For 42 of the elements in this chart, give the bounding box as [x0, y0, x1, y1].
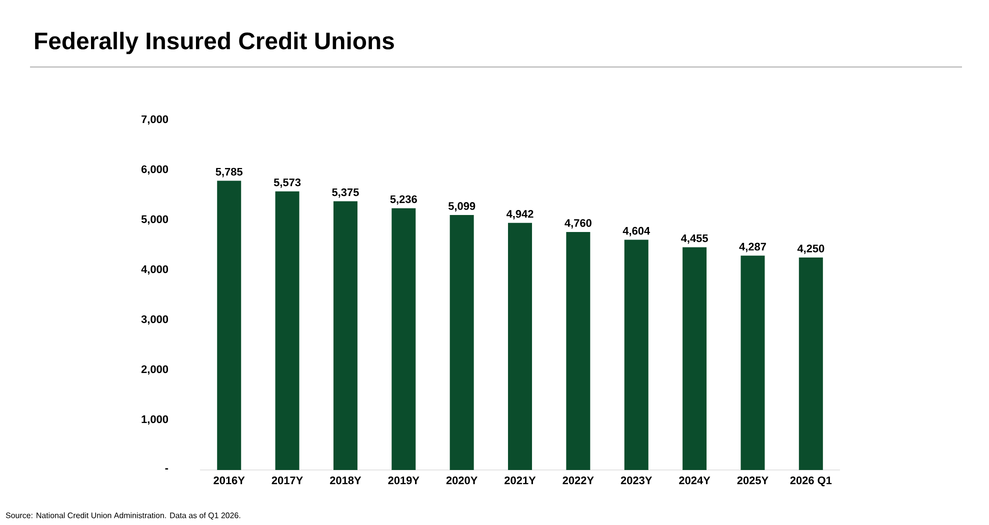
data-label: 4,942	[506, 210, 534, 220]
data-label: 4,760	[564, 219, 592, 228]
y-tick-label: 7,000	[142, 115, 168, 125]
x-tick-label: 2023Y	[620, 476, 652, 484]
x-tick-label: 2020Y	[446, 476, 478, 484]
x-tick-label: 2025Y	[737, 476, 768, 484]
y-tick-label: 3,000	[141, 315, 168, 325]
data-label: 5,236	[390, 195, 417, 205]
x-tick-label: 2019Y	[388, 476, 420, 484]
data-label: 5,573	[274, 178, 301, 188]
data-label: 4,287	[739, 242, 766, 252]
x-tick-label: 2024Y	[679, 476, 710, 484]
data-label: 5,099	[448, 202, 476, 212]
y-tick-label: 5,000	[141, 215, 168, 225]
bar	[450, 215, 474, 470]
data-label: 5,785	[216, 168, 242, 178]
data-label: 4,455	[681, 234, 708, 244]
bar	[682, 247, 707, 470]
bar	[798, 257, 823, 470]
data-label: 5,375	[332, 188, 359, 198]
data-label: 4,250	[797, 244, 824, 254]
bar	[740, 256, 765, 470]
chart-title: Federally Insured Credit Unions	[35, 32, 394, 54]
y-tick-label: 1,000	[142, 415, 168, 425]
x-tick-label: 2018Y	[330, 476, 362, 484]
bar	[624, 240, 648, 470]
x-tick-label: 2022Y	[562, 476, 594, 484]
bar	[392, 208, 416, 470]
y-tick-label: 6,000	[141, 165, 168, 175]
y-tick-label: 2,000	[141, 365, 168, 375]
bar	[217, 180, 242, 470]
bar	[275, 191, 300, 470]
bar	[508, 222, 532, 470]
data-label: 4,604	[622, 226, 650, 236]
bar	[333, 201, 358, 470]
x-tick-label: 2021Y	[504, 476, 536, 484]
x-tick-label: 2016Y	[214, 476, 245, 484]
bar	[566, 232, 590, 470]
y-tick-label: -	[165, 468, 168, 470]
x-tick-label: 2026 Q1	[790, 476, 832, 486]
x-tick-label: 2017Y	[272, 476, 303, 484]
y-tick-label: 4,000	[141, 265, 168, 275]
